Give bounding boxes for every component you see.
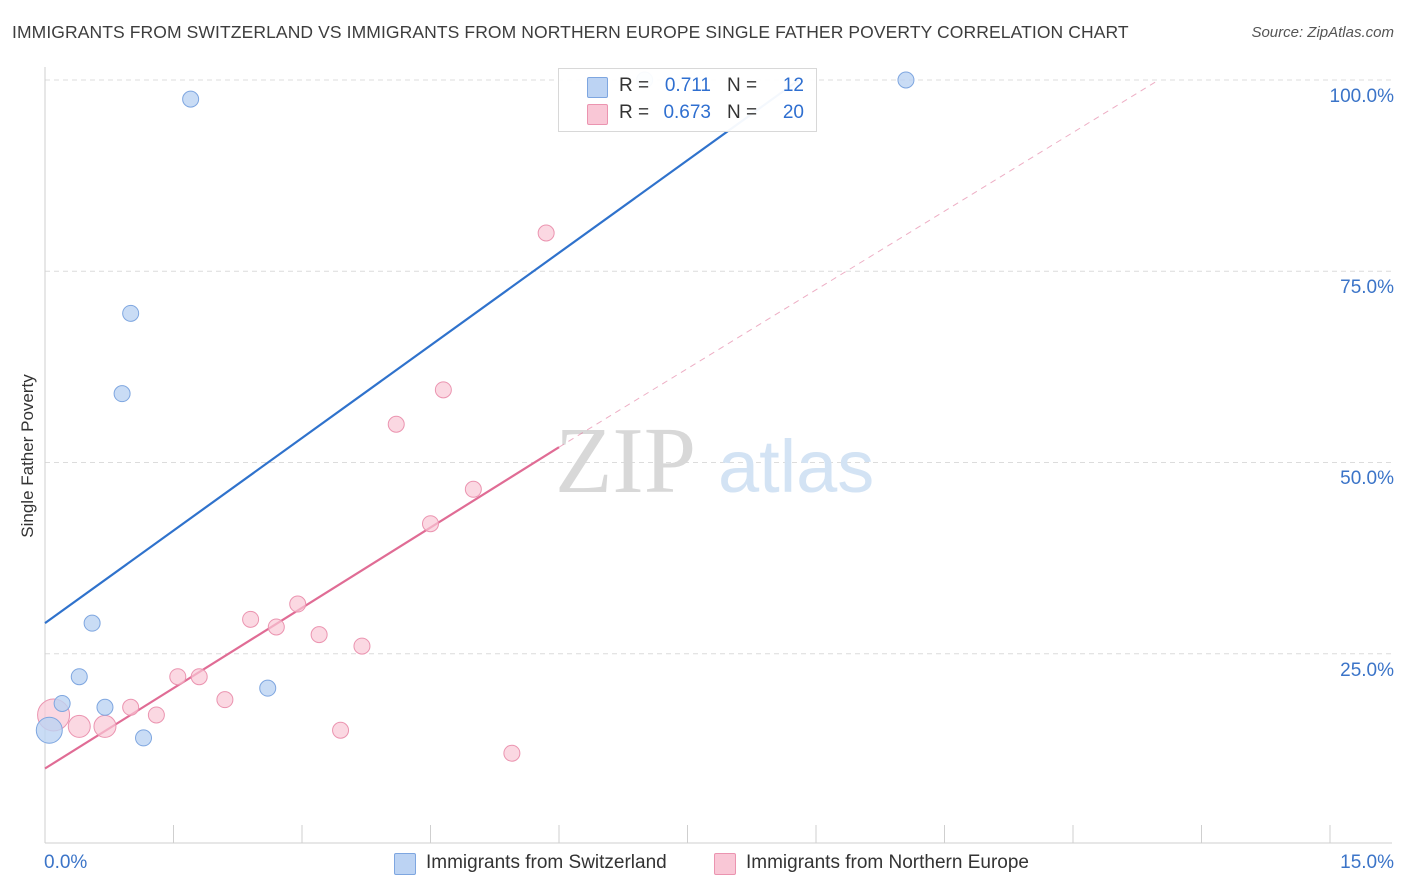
point-northern-europe <box>122 698 140 716</box>
legend-r-label: R = <box>619 102 650 123</box>
bottom-legend-label-switzerland: Immigrants from Switzerland <box>426 852 667 873</box>
data-points <box>35 71 915 762</box>
legend-r-value: 0.673 <box>663 102 711 123</box>
point-switzerland <box>113 385 131 403</box>
chart-title: IMMIGRANTS FROM SWITZERLAND VS IMMIGRANT… <box>12 22 1129 42</box>
point-northern-europe <box>190 668 208 686</box>
point-northern-europe <box>289 595 307 613</box>
point-northern-europe <box>387 415 405 433</box>
trend-line-switzerland <box>44 79 800 625</box>
point-northern-europe <box>537 224 555 242</box>
point-switzerland <box>135 729 153 747</box>
trend-extension-northern-europe <box>558 79 1159 448</box>
legend-n-label: N = <box>727 75 758 96</box>
stats-legend: R = 0.711 N = 12 R = 0.673 N = 20 <box>558 68 817 132</box>
y-tick-label-25: 25.0% <box>1340 660 1394 681</box>
watermark-atlas: atlas <box>718 425 874 508</box>
bottom-legend-swatch-switzerland <box>394 853 416 875</box>
point-switzerland <box>96 698 114 716</box>
point-northern-europe <box>67 714 91 738</box>
watermark: ZIP atlas <box>555 409 874 513</box>
legend-r-value: 0.711 <box>664 75 711 96</box>
y-tick-label-100: 100.0% <box>1329 86 1394 107</box>
point-northern-europe <box>503 744 521 762</box>
legend-swatch-switzerland <box>587 77 608 98</box>
legend-n-label: N = <box>727 102 758 123</box>
legend-swatch-northern-europe <box>587 104 608 125</box>
point-northern-europe <box>93 714 117 738</box>
y-tick-label-50: 50.0% <box>1340 468 1394 489</box>
watermark-zip: ZIP <box>555 409 696 513</box>
gridlines <box>45 79 1392 655</box>
point-northern-europe <box>147 706 165 724</box>
point-switzerland <box>70 668 88 686</box>
legend-n-value: 12 <box>782 75 804 96</box>
point-switzerland <box>122 304 140 322</box>
point-switzerland <box>897 71 915 89</box>
point-northern-europe <box>422 515 439 533</box>
point-northern-europe <box>464 480 482 498</box>
point-northern-europe <box>216 691 234 709</box>
point-northern-europe <box>310 626 328 644</box>
source-credit: Source: ZipAtlas.com <box>1251 24 1394 41</box>
point-switzerland <box>259 679 277 697</box>
point-northern-europe <box>242 610 260 628</box>
x-tick-label-max: 15.0% <box>1340 852 1394 873</box>
point-northern-europe <box>267 618 285 636</box>
bottom-legend-swatch-northern-europe <box>714 853 736 875</box>
y-tick-label-75: 75.0% <box>1340 277 1394 298</box>
point-northern-europe <box>169 668 187 686</box>
legend-r-label: R = <box>619 75 650 96</box>
point-switzerland <box>53 694 71 712</box>
legend-n-value: 20 <box>782 102 804 123</box>
point-switzerland <box>182 90 200 108</box>
point-switzerland <box>35 716 63 744</box>
bottom-legend-label-northern-europe: Immigrants from Northern Europe <box>746 852 1029 873</box>
point-northern-europe <box>353 637 371 655</box>
point-northern-europe <box>332 721 350 739</box>
point-northern-europe <box>434 381 452 399</box>
x-tick-label-min: 0.0% <box>44 852 88 873</box>
point-switzerland <box>83 614 101 632</box>
